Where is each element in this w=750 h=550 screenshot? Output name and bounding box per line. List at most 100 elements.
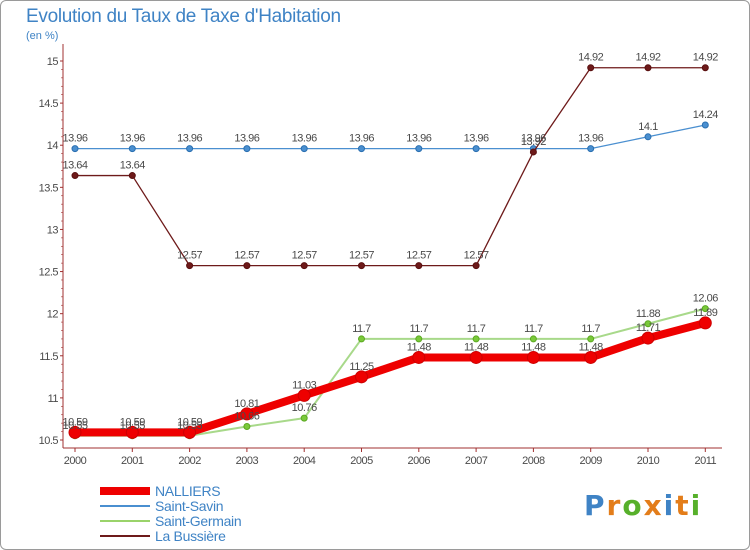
point-la-bussi-re-2006 xyxy=(415,262,423,270)
data-label-nalliers-2003: 10.81 xyxy=(234,398,259,410)
data-label-la-bussi-re-2009: 14.92 xyxy=(578,52,603,64)
x-tick-label-2004: 2004 xyxy=(293,455,316,467)
point-la-bussi-re-2001 xyxy=(128,172,136,180)
data-label-la-bussi-re-2002: 12.57 xyxy=(177,250,202,262)
data-label-nalliers-2011: 11.89 xyxy=(693,307,718,319)
point-la-bussi-re-2010 xyxy=(644,64,652,72)
data-label-saint-germain-2005: 11.7 xyxy=(352,323,371,335)
data-label-la-bussi-re-2007: 12.57 xyxy=(464,250,489,262)
point-la-bussi-re-2011 xyxy=(701,64,709,72)
legend-label-saint-savin: Saint-Savin xyxy=(155,498,224,514)
point-nalliers-2010 xyxy=(641,331,655,345)
data-label-saint-savin-2008: 13.96 xyxy=(521,133,546,145)
y-tick-label-11.5: 11.5 xyxy=(39,351,58,363)
data-label-saint-germain-2002: 10.55 xyxy=(177,420,202,432)
data-label-saint-savin-2006: 13.96 xyxy=(406,133,431,145)
data-label-nalliers-2006: 11.48 xyxy=(407,341,432,353)
y-tick-label-14: 14 xyxy=(47,140,59,152)
legend-label-la-bussiere: La Bussière xyxy=(155,528,226,544)
y-tick-label-10.5: 10.5 xyxy=(39,435,59,447)
legend-label-nalliers: NALLIERS xyxy=(155,483,221,499)
logo-letter: x xyxy=(643,489,664,522)
legend-label-saint-germain: Saint-Germain xyxy=(155,513,242,529)
point-saint-savin-2006 xyxy=(415,145,423,153)
point-la-bussi-re-2004 xyxy=(300,262,308,270)
point-saint-germain-2008 xyxy=(529,335,537,343)
x-tick-label-2001: 2001 xyxy=(121,455,144,467)
point-saint-savin-2009 xyxy=(587,145,595,153)
data-label-la-bussi-re-2010: 14.92 xyxy=(635,52,660,64)
series-line-la-bussi-re xyxy=(74,67,706,267)
data-label-saint-germain-2004: 10.76 xyxy=(292,402,317,414)
data-label-saint-savin-2007: 13.96 xyxy=(464,133,489,145)
x-tick-label-2005: 2005 xyxy=(350,455,373,467)
data-label-saint-savin-2003: 13.96 xyxy=(234,133,259,145)
logo-letter: t xyxy=(675,489,691,522)
point-nalliers-2008 xyxy=(526,350,540,364)
legend-swatch-saint-germain xyxy=(100,520,150,522)
point-la-bussi-re-2003 xyxy=(243,262,251,270)
point-saint-savin-2001 xyxy=(128,145,136,153)
point-saint-germain-2004 xyxy=(300,414,308,422)
data-label-saint-germain-2006: 11.7 xyxy=(410,323,429,335)
series-line-saint-savin xyxy=(74,124,706,150)
point-saint-germain-2006 xyxy=(415,335,423,343)
x-tick-label-2003: 2003 xyxy=(236,455,259,467)
point-saint-savin-2010 xyxy=(644,133,652,141)
data-label-saint-germain-2010: 11.88 xyxy=(636,308,661,320)
point-la-bussi-re-2008 xyxy=(529,148,537,156)
data-label-nalliers-2000: 10.59 xyxy=(62,416,87,428)
data-label-nalliers-2004: 11.03 xyxy=(292,379,317,391)
x-tick-label-2000: 2000 xyxy=(64,455,87,467)
x-tick-label-2007: 2007 xyxy=(465,455,488,467)
data-label-saint-savin-2004: 13.96 xyxy=(292,133,317,145)
data-label-la-bussi-re-2011: 14.92 xyxy=(693,52,718,64)
point-nalliers-2006 xyxy=(412,350,426,364)
point-saint-germain-2009 xyxy=(587,335,595,343)
data-label-saint-savin-2005: 13.96 xyxy=(349,133,374,145)
x-tick-label-2011: 2011 xyxy=(694,455,716,467)
data-label-nalliers-2002: 10.59 xyxy=(177,416,202,428)
y-tick-label-15: 15 xyxy=(47,56,59,68)
data-label-la-bussi-re-2008: 13.92 xyxy=(521,136,546,148)
point-saint-germain-2007 xyxy=(472,335,480,343)
x-tick-label-2002: 2002 xyxy=(178,455,201,467)
data-label-saint-savin-2002: 13.96 xyxy=(177,133,202,145)
point-saint-savin-2004 xyxy=(300,145,308,153)
data-label-nalliers-2007: 11.48 xyxy=(464,341,489,353)
data-label-saint-germain-2003: 10.66 xyxy=(234,411,259,423)
point-nalliers-2004 xyxy=(297,388,311,402)
data-label-nalliers-2008: 11.48 xyxy=(521,341,546,353)
point-nalliers-2002 xyxy=(183,425,197,439)
point-saint-germain-2011 xyxy=(701,305,709,313)
point-saint-savin-2007 xyxy=(472,145,480,153)
data-label-la-bussi-re-2003: 12.57 xyxy=(234,250,259,262)
legend-swatch-nalliers xyxy=(100,487,150,495)
legend-swatch-la-bussiere xyxy=(100,535,150,537)
point-saint-germain-2005 xyxy=(358,335,365,343)
series-line-saint-germain xyxy=(74,307,707,437)
data-label-nalliers-2009: 11.48 xyxy=(579,341,604,353)
logo-letter: P xyxy=(584,489,607,522)
logo-letter: i xyxy=(690,489,703,522)
data-label-nalliers-2001: 10.59 xyxy=(120,416,145,428)
point-nalliers-2009 xyxy=(584,350,598,364)
data-label-saint-savin-2010: 14.1 xyxy=(638,121,658,133)
data-label-saint-germain-2008: 11.7 xyxy=(524,323,543,335)
point-saint-savin-2003 xyxy=(243,145,251,153)
series-line-nalliers xyxy=(71,318,710,437)
y-tick-label-13.5: 13.5 xyxy=(39,182,59,194)
x-tick-label-2008: 2008 xyxy=(522,455,545,467)
data-label-nalliers-2010: 11.71 xyxy=(636,322,661,334)
x-tick-label-2010: 2010 xyxy=(637,455,660,467)
data-label-saint-savin-2001: 13.96 xyxy=(120,133,145,145)
data-label-saint-germain-2001: 10.55 xyxy=(120,420,145,432)
chart-title: Evolution du Taux de Taxe d'Habitation xyxy=(26,6,341,27)
point-nalliers-2003 xyxy=(240,407,254,421)
point-la-bussi-re-2005 xyxy=(358,262,365,270)
data-label-saint-savin-2000: 13.96 xyxy=(62,133,87,145)
point-saint-germain-2003 xyxy=(243,423,251,431)
logo-letter: r xyxy=(606,489,623,522)
